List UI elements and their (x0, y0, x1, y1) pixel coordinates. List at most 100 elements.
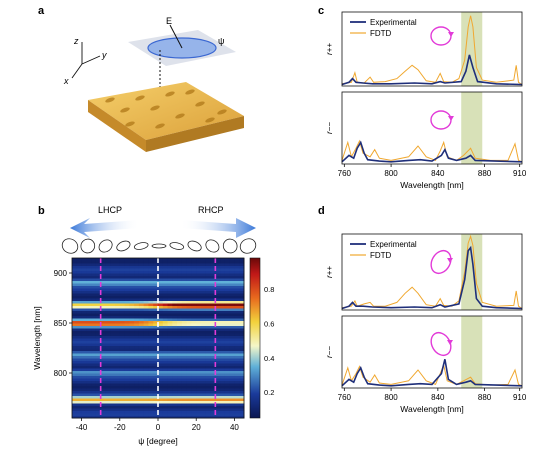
heatmap-cell (105, 325, 111, 329)
heatmap-cell (239, 398, 245, 401)
heatmap-cell (181, 278, 188, 281)
heatmap-cell (129, 318, 135, 321)
heatmap-cell (158, 413, 164, 416)
heatmap-cell (181, 403, 188, 406)
heatmap-cell (153, 405, 159, 409)
heatmap-cell (186, 405, 192, 409)
heatmap-cell (134, 395, 140, 399)
heatmap-cell (210, 370, 216, 374)
heatmap-cell (162, 290, 169, 294)
heatmap-cell (148, 310, 154, 314)
colorbar (249, 257, 261, 419)
heatmap-cell (177, 330, 183, 334)
heatmap-cell (81, 278, 87, 281)
heatmap-cell (158, 365, 164, 369)
heatmap-cell (100, 320, 106, 324)
heatmap-cell (129, 330, 135, 334)
heatmap-cell (172, 405, 178, 409)
heatmap-cell (81, 355, 87, 359)
heatmap-cell (86, 398, 92, 401)
heatmap-cell (210, 365, 216, 369)
heatmap-cell (119, 293, 126, 296)
heatmap-cell (86, 345, 92, 349)
heatmap-cell (72, 278, 78, 281)
heatmap-cell (196, 395, 202, 399)
heatmap-cell (153, 408, 159, 411)
heatmap-cell (148, 390, 154, 394)
heatmap-cell (196, 388, 202, 391)
heatmap-cell (167, 275, 173, 279)
heatmap-cell (229, 395, 235, 399)
heatmap-cell (134, 403, 140, 406)
heatmap-cell (215, 298, 221, 301)
x-tick-label: 800 (384, 169, 398, 178)
heatmap-cell (119, 378, 126, 381)
heatmap-cell (105, 273, 111, 276)
heatmap-cell (105, 355, 111, 359)
heatmap-cell (134, 340, 140, 344)
heatmap-cell (81, 353, 87, 356)
subplot-ylabel: r−− (325, 346, 334, 358)
heatmap-cell (129, 275, 135, 279)
heatmap-cell (167, 370, 173, 374)
heatmap-cell (95, 340, 102, 344)
heatmap-cell (138, 300, 145, 304)
heatmap-cell (76, 303, 83, 306)
heatmap-cell (234, 408, 240, 411)
heatmap-cell (143, 315, 149, 319)
heatmap-cell (148, 318, 154, 321)
heatmap-cell (234, 295, 240, 299)
heatmap-cell (158, 298, 164, 301)
polarization-state (222, 238, 238, 254)
heatmap-cell (158, 350, 164, 354)
heatmap-cell (148, 313, 154, 316)
heatmap-cell (72, 318, 78, 321)
heatmap-cell (129, 340, 135, 344)
heatmap-cell (162, 373, 169, 376)
heatmap-cell (138, 330, 145, 334)
heatmap-cell (148, 338, 154, 341)
heatmap-cell (81, 408, 87, 411)
heatmap-cell (115, 380, 121, 384)
heatmap-cell (153, 338, 159, 341)
heatmap-cell (148, 400, 154, 404)
gold-substrate-side (146, 116, 244, 152)
heatmap-cell (95, 378, 102, 381)
heatmap-cell (124, 293, 130, 296)
heatmap-cell (196, 290, 202, 294)
heatmap-cell (234, 378, 240, 381)
heatmap-cell (220, 310, 226, 314)
heatmap-cell (210, 410, 216, 414)
gold-substrate-front (88, 100, 146, 152)
heatmap-cell (191, 288, 197, 291)
heatmap-cell (167, 403, 173, 406)
heatmap-cell (186, 303, 192, 306)
heatmap-cell (210, 405, 216, 409)
heatmap-cell (167, 330, 173, 334)
heatmap-cell (124, 273, 130, 276)
heatmap-cell (162, 368, 169, 371)
heatmap-cell (205, 268, 212, 271)
heatmap-cell (196, 308, 202, 311)
heatmap-cell (234, 345, 240, 349)
heatmap-cell (201, 305, 207, 309)
heatmap-cell (143, 335, 149, 339)
heatmap-cell (177, 320, 183, 324)
heatmap-cell (76, 380, 83, 384)
heatmap-cell (186, 328, 192, 331)
heatmap-cell (215, 260, 221, 264)
heatmap-cell (205, 393, 212, 396)
heatmap-cell (201, 358, 207, 361)
heatmap-cell (205, 348, 212, 351)
heatmap-cell (234, 400, 240, 404)
heatmap-cell (224, 340, 231, 344)
heatmap-cell (138, 378, 145, 381)
heatmap-cell (167, 273, 173, 276)
heatmap-cell (100, 375, 106, 379)
heatmap-cell (162, 333, 169, 336)
heatmap-cell (119, 333, 126, 336)
heatmap-cell (210, 353, 216, 356)
heatmap-cell (229, 280, 235, 284)
heatmap-cell (215, 388, 221, 391)
heatmap-cell (234, 410, 240, 414)
